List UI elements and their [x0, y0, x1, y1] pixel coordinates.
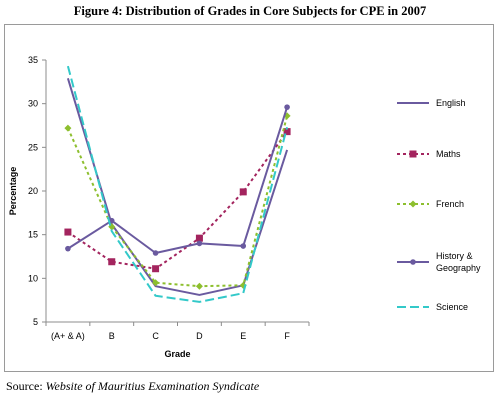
data-point-maths: [195, 234, 203, 242]
legend-marker-maths: [409, 150, 417, 158]
series-line-maths: [67, 131, 288, 270]
data-point-maths: [239, 188, 247, 196]
x-tick-label: E: [240, 331, 246, 341]
legend-label-maths: Maths: [436, 149, 461, 159]
x-tick-label: C: [152, 331, 159, 341]
data-point-french: [152, 279, 160, 287]
y-tick-label: 20: [28, 186, 38, 196]
data-point-maths: [108, 258, 116, 266]
series-line-french: [67, 115, 289, 288]
series-line-history-geography: [67, 106, 289, 255]
y-tick-label: 35: [28, 55, 38, 65]
chart-frame: [4, 24, 494, 372]
data-point-french: [64, 124, 72, 132]
legend-entry-maths: Maths: [397, 149, 461, 159]
y-axis-title: Percentage: [8, 167, 18, 216]
y-tick-label: 30: [28, 99, 38, 109]
data-point-history-geography: [240, 243, 247, 249]
data-point-maths: [283, 128, 291, 136]
data-point-french: [195, 282, 203, 290]
series-french: [64, 112, 291, 290]
data-point-history-geography: [284, 104, 290, 110]
legend-label-history-geography: History & Geography: [436, 251, 481, 273]
x-axis-title: Grade: [164, 349, 190, 359]
legend-entry-french: French: [397, 199, 464, 209]
legend-entry-science: Science: [397, 302, 468, 312]
x-tick-label: F: [284, 331, 290, 341]
series-line-science: [66, 65, 289, 303]
x-tick-label: B: [109, 331, 115, 341]
legend-marker-history-geography: [410, 259, 416, 265]
series-science: [66, 65, 289, 303]
legend-label-french: French: [436, 199, 464, 209]
data-point-maths: [64, 228, 72, 236]
line-chart: 5 10 15 20 25 30 35 (A+ & A) B C D E F Grade Percentag…: [8, 55, 481, 359]
x-tick-label: D: [196, 331, 203, 341]
source-line: Source: Website of Mauritius Examination…: [6, 379, 259, 394]
y-tick-label: 15: [28, 230, 38, 240]
series-maths: [64, 128, 291, 273]
data-point-maths: [152, 265, 160, 273]
legend-label-english: English: [436, 98, 466, 108]
source-value: Website of Mauritius Examination Syndica…: [45, 379, 260, 393]
legend-entry-history-geography: History & Geography: [397, 251, 481, 273]
legend-entry-english: English: [397, 98, 466, 108]
y-tick-label: 10: [28, 273, 38, 283]
data-point-history-geography: [196, 240, 203, 247]
legend-marker-french: [409, 200, 417, 208]
data-point-history-geography: [65, 245, 71, 252]
x-tick-label: (A+ & A): [51, 331, 85, 341]
y-tick-label: 25: [28, 142, 38, 152]
figure-title: Figure 4: Distribution of Grades in Core…: [73, 4, 427, 18]
source-label: Source:: [6, 379, 46, 393]
y-tick-label: 5: [33, 317, 38, 327]
data-point-history-geography: [152, 250, 159, 256]
legend-label-science: Science: [436, 302, 468, 312]
